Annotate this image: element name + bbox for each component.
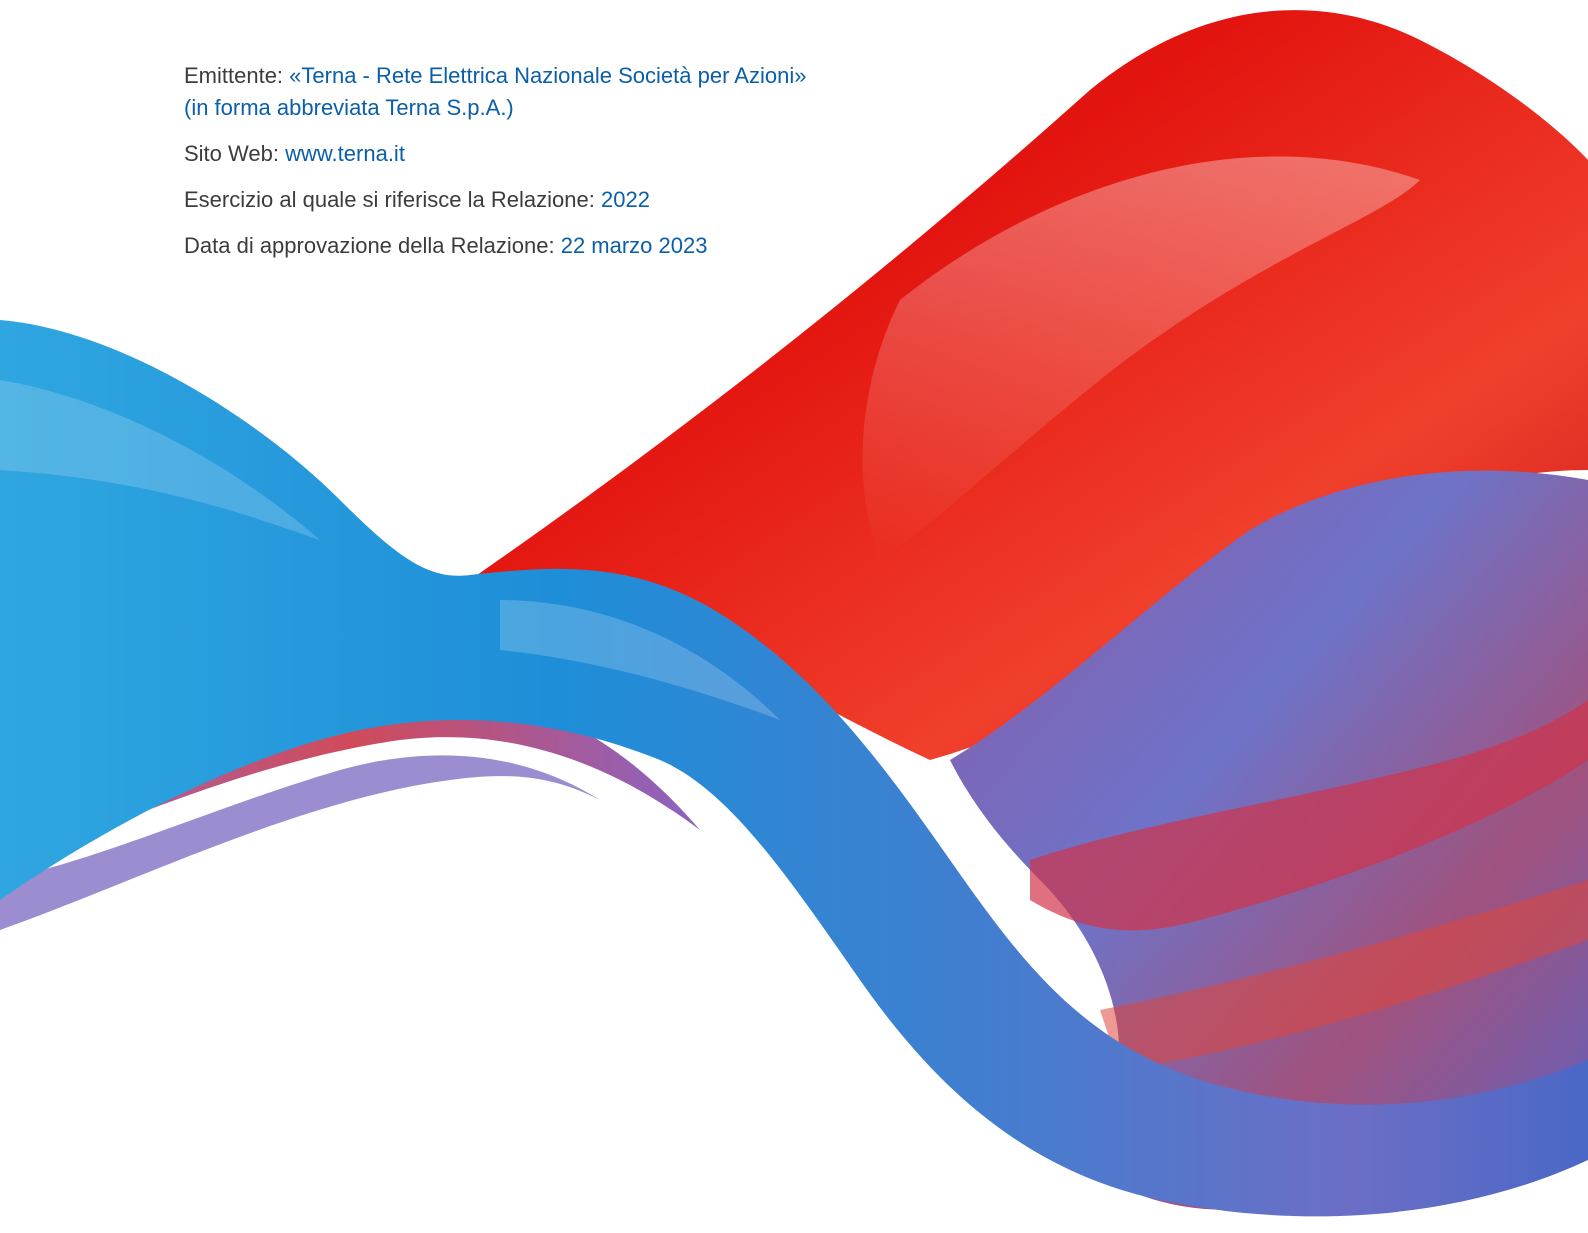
issuer-value-line2: (in forma abbreviata Terna S.p.A.) (184, 95, 514, 120)
lower-band-shape (0, 700, 700, 870)
red-ribbon-highlight (862, 156, 1420, 560)
purple-ribbon-redstreak (1030, 700, 1588, 931)
purple-ribbon-redstreak-2 (1100, 880, 1588, 1070)
fiscal-year-label: Esercizio al quale si riferisce la Relaz… (184, 187, 595, 212)
blue-ribbon-highlight (0, 380, 320, 540)
fiscal-year-row: Esercizio al quale si riferisce la Relaz… (184, 184, 944, 216)
issuer-label: Emittente: (184, 63, 284, 88)
approval-date-row: Data di approvazione della Relazione: 22… (184, 230, 944, 262)
website-row: Sito Web: www.terna.it (184, 138, 944, 170)
blue-ribbon-highlight-2 (500, 600, 780, 720)
issuer-row: Emittente: «Terna - Rete Elettrica Nazio… (184, 60, 944, 124)
approval-date-value: 22 marzo 2023 (560, 233, 708, 258)
lower-band-purple (0, 755, 600, 930)
website-label: Sito Web: (184, 141, 279, 166)
blue-ribbon-shape (0, 320, 1588, 1217)
website-link[interactable]: www.terna.it (285, 141, 405, 166)
issuer-value: «Terna - Rete Elettrica Nazionale Societ… (289, 63, 807, 88)
fiscal-year-value: 2022 (600, 187, 650, 212)
report-info-block: Emittente: «Terna - Rete Elettrica Nazio… (184, 60, 944, 276)
approval-date-label: Data di approvazione della Relazione: (184, 233, 555, 258)
